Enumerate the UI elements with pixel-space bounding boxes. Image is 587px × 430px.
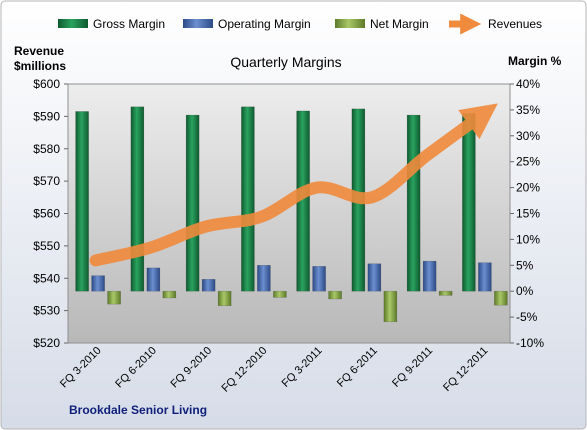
revenue-line-layer	[89, 103, 498, 267]
legend-swatch-gross-margin	[58, 19, 88, 28]
legend-swatch-net-margin	[335, 19, 365, 28]
legend-label-operating-margin: Operating Margin	[218, 17, 311, 31]
right-tick-label: 20%	[516, 181, 540, 195]
bar-gross-margin	[130, 106, 145, 292]
left-tick-label: $540	[33, 271, 60, 285]
bar-net-margin	[162, 290, 177, 299]
right-tick-label: 30%	[516, 129, 540, 143]
revenue-line	[89, 103, 498, 267]
right-axis: -10% -5% 0% 5% 10% 15% 20% 25% 30% 35% 40%	[510, 77, 544, 350]
right-tick-label: -10%	[516, 336, 544, 350]
bar-operating-margin	[146, 267, 161, 292]
bar-gross-margin	[462, 113, 476, 292]
left-axis-title-line-2: $millions	[14, 59, 66, 73]
bars	[75, 106, 508, 323]
bar-operating-margin	[312, 266, 326, 292]
right-axis-title: Margin %	[508, 54, 562, 68]
bar-net-margin	[328, 290, 342, 300]
right-tick-label: -5%	[516, 310, 538, 324]
bar-net-margin	[494, 290, 508, 306]
bar-net-margin	[107, 290, 121, 305]
bar-net-margin	[438, 290, 453, 296]
right-tick-label: 40%	[516, 77, 540, 91]
bar-net-margin	[217, 290, 232, 306]
bar-operating-margin	[257, 265, 271, 292]
left-tick-label: $560	[33, 207, 60, 221]
footer-company: Brookdale Senior Living	[69, 403, 207, 417]
legend-label-gross-margin: Gross Margin	[93, 17, 165, 31]
left-tick-label: $530	[33, 304, 60, 318]
left-tick-label: $600	[33, 77, 60, 91]
bar-gross-margin	[75, 111, 89, 292]
bar-net-margin	[273, 290, 287, 298]
bar-operating-margin	[201, 279, 216, 292]
bar-gross-margin	[241, 106, 255, 292]
right-tick-label: 15%	[516, 207, 540, 221]
bar-net-margin	[383, 290, 398, 323]
chart-title: Quarterly Margins	[230, 54, 341, 70]
bar-operating-margin	[91, 275, 105, 292]
legend-label-net-margin: Net Margin	[370, 17, 429, 31]
bar-gross-margin	[185, 114, 200, 292]
legend-swatch-operating-margin	[183, 19, 213, 28]
legend-label-revenues: Revenues	[488, 17, 542, 31]
legend: Gross Margin Operating Margin Net Margin…	[58, 13, 542, 35]
left-tick-label: $520	[33, 336, 60, 350]
right-tick-label: 35%	[516, 103, 540, 117]
bar-operating-margin	[422, 260, 437, 292]
left-tick-label: $550	[33, 239, 60, 253]
right-tick-label: 0%	[516, 284, 534, 298]
left-axis: $520 $530 $540 $550 $560 $570 $580 $590 $600	[33, 77, 68, 350]
left-tick-label: $570	[33, 174, 60, 188]
left-tick-label: $590	[33, 109, 60, 123]
left-axis-title-line-1: Revenue	[14, 44, 64, 58]
right-tick-label: 10%	[516, 232, 540, 246]
right-tick-label: 5%	[516, 258, 534, 272]
right-tick-label: 25%	[516, 155, 540, 169]
bar-gross-margin	[406, 114, 421, 292]
left-tick-label: $580	[33, 142, 60, 156]
bar-operating-margin	[478, 262, 492, 292]
bar-operating-margin	[367, 263, 382, 292]
